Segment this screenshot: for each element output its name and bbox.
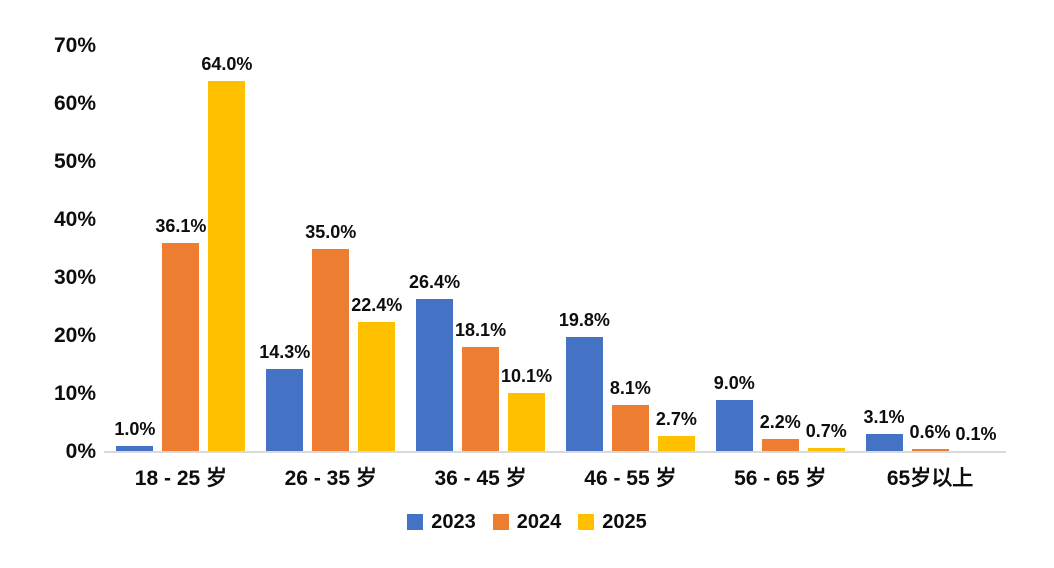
bar-2025 [208,80,246,452]
y-axis-tick-labels: 70% 60% 50% 40% 30% 20% 10% 0% [0,0,96,568]
x-category-label: 18 - 25 岁 [134,467,228,490]
bar-2024 [312,249,350,452]
bar-slot: 64.0% [201,46,252,452]
data-label: 1.0% [114,419,156,440]
y-tick-label: 30% [53,266,96,289]
data-label: 26.4% [409,271,461,292]
data-label: 0.1% [955,424,997,445]
y-tick-label: 40% [53,208,96,231]
bar-slot: 2.2% [759,46,801,452]
legend-item-2024: 2024 [492,510,562,534]
bar-2025 [358,322,396,452]
bar-slot: 8.1% [609,46,651,452]
x-category-label: 65岁以上 [886,467,974,490]
bar-group: 19.8% 8.1% 2.7% [555,46,705,452]
data-label: 64.0% [201,53,253,74]
bar-2023 [865,434,903,452]
bar-slot: 0.7% [805,46,847,452]
bar-2025 [508,393,546,452]
x-axis-category-labels: 18 - 25 岁 26 - 35 岁 36 - 45 岁 46 - 55 岁 56 -… [106,462,1005,492]
data-label: 8.1% [609,378,651,399]
data-label: 2.7% [655,409,697,430]
data-label: 35.0% [305,222,357,242]
bar-2023 [266,369,304,452]
legend-item-2023: 2023 [407,510,476,534]
legend-label: 2025 [602,511,647,533]
data-label: 0.6% [909,421,951,442]
bar-2024 [162,242,200,452]
bar-2025 [657,436,695,452]
bar-slot: 3.1% [863,46,905,452]
bar-group: 26.4% 18.1% 10.1% [406,46,556,452]
bar-group: 9.0% 2.2% 0.7% [705,46,855,452]
data-label: 3.1% [863,407,905,428]
bar-slot: 35.0% [305,46,356,452]
x-category-label: 36 - 45 岁 [434,467,527,490]
bar-slot: 2.7% [655,46,697,452]
data-label: 14.3% [259,342,311,363]
bar-2024 [611,405,649,452]
bar-slot: 26.4% [409,46,460,452]
data-label: 36.1% [155,215,207,236]
bar-2023 [116,446,154,452]
bar-2025 [807,447,845,452]
bar-2023 [416,298,454,452]
data-label: 18.1% [455,320,507,341]
bar-slot: 0.6% [909,46,951,452]
y-tick-label: 50% [53,150,96,173]
bar-2024 [462,347,500,452]
bar-slot: 10.1% [501,46,552,452]
data-label: 22.4% [351,295,403,316]
bar-group: 1.0% 36.1% 64.0% [106,46,256,452]
bar-slot: 1.0% [114,46,156,452]
x-category-label: 56 - 65 岁 [734,467,827,490]
legend-label: 2023 [431,511,476,533]
data-label: 9.0% [713,372,755,393]
legend: 2023 2024 2025 [0,510,1054,534]
legend-swatch-icon [492,514,509,530]
data-label: 2.2% [759,412,801,433]
bar-group: 14.3% 35.0% 22.4% [256,46,406,452]
legend-swatch-icon [578,514,595,530]
x-category-label: 26 - 35 岁 [284,467,377,490]
x-axis-line [104,451,1006,453]
legend-swatch-icon [407,514,424,530]
bar-2023 [565,337,603,452]
y-tick-label: 20% [53,324,96,347]
x-category-label: 46 - 55 岁 [584,467,677,490]
bar-slot: 36.1% [155,46,206,452]
bar-slot: 0.1% [955,46,997,452]
data-label: 10.1% [501,366,553,387]
legend-item-2025: 2025 [578,510,647,534]
data-label: 19.8% [558,310,610,331]
y-tick-label: 0% [65,440,96,463]
y-tick-label: 10% [53,382,96,405]
bar-slot: 19.8% [559,46,610,452]
data-label: 0.7% [805,420,847,441]
bar-group: 3.1% 0.6% 0.1% [855,46,1005,452]
plot-area: 1.0% 36.1% 64.0% 14.3% 35.0% 22.4% 26.4% 18.1% 1… [106,46,1005,452]
y-tick-label: 70% [53,34,96,57]
bar-slot: 14.3% [259,46,310,452]
y-tick-label: 60% [53,92,96,115]
bar-slot: 22.4% [351,46,402,452]
bar-2024 [911,448,949,452]
bar-2024 [761,439,799,452]
bar-slot: 9.0% [713,46,755,452]
bar-2023 [715,399,753,452]
bar-slot: 18.1% [455,46,506,452]
legend-label: 2024 [516,511,562,533]
